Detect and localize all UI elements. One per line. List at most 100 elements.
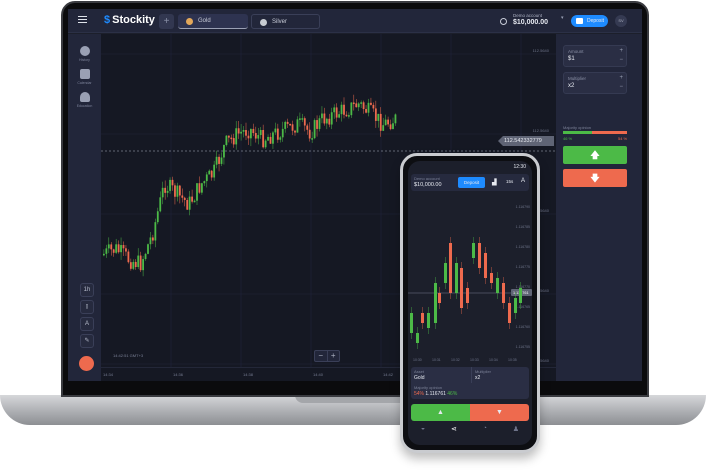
candle: [333, 107, 336, 113]
deposit-button[interactable]: Deposit: [571, 15, 608, 27]
add-tab-button[interactable]: +: [159, 14, 174, 29]
chart-clock: 14:42:51 GMT+3: [113, 353, 144, 358]
share-icon[interactable]: ⋖: [451, 426, 457, 433]
candle: [276, 128, 279, 140]
indicators-button[interactable]: A: [80, 317, 94, 331]
candle: [303, 118, 306, 126]
candle: [338, 114, 340, 118]
candle: [110, 244, 113, 250]
candle: [178, 185, 181, 196]
drawing-button[interactable]: ✎: [80, 334, 94, 348]
time-tick-label: 14:36: [173, 372, 184, 377]
candle: [156, 211, 159, 223]
zoom-controls: − +: [314, 350, 340, 362]
plus-icon[interactable]: +: [619, 48, 623, 54]
candle: [377, 113, 380, 121]
candle: [352, 102, 355, 105]
phone-down-pct: 54%: [414, 391, 425, 397]
top-bar: $ Stockity + Gold Silver Demo account $10…: [68, 9, 642, 33]
timeframe-button[interactable]: 1h: [80, 283, 94, 297]
phone-price: 1.116761: [425, 391, 446, 397]
sidebar-item-education[interactable]: Education: [72, 92, 97, 108]
candle: [137, 255, 140, 268]
time-tick-label: 14:34: [103, 372, 114, 377]
candle: [345, 114, 348, 117]
candle: [340, 104, 343, 115]
indicators-icon[interactable]: A: [521, 178, 526, 184]
phone-time-tick: 10:31: [432, 358, 441, 362]
profile-icon[interactable]: ♟: [512, 426, 520, 433]
plus-icon[interactable]: +: [619, 75, 623, 81]
candle: [279, 137, 282, 140]
avatar[interactable]: SV: [615, 15, 627, 27]
phone-balance[interactable]: $10,000.00: [414, 182, 442, 188]
candle: [181, 195, 184, 198]
phone-multiplier-value[interactable]: x2: [475, 375, 481, 381]
price-tick-label: 112.5640: [533, 48, 550, 53]
graduation-cap-icon: [79, 92, 90, 102]
phone-candle: [502, 283, 505, 303]
candle: [147, 244, 149, 254]
candle: [254, 133, 257, 139]
refresh-icon[interactable]: [500, 18, 507, 25]
phone-up-button[interactable]: ▲: [411, 404, 470, 421]
phone-up-pct: 46%: [447, 391, 458, 397]
current-price-label: 112.542332779: [498, 136, 554, 146]
tab-gold[interactable]: Gold: [178, 14, 248, 29]
candle: [132, 261, 135, 269]
phone-deposit-button[interactable]: Deposit: [458, 177, 485, 188]
menu-icon[interactable]: [78, 16, 87, 23]
minus-icon[interactable]: −: [619, 57, 623, 63]
time-tick-label: 14:42: [383, 372, 394, 377]
candle: [144, 253, 147, 260]
divider: [471, 367, 472, 383]
multiplier-field[interactable]: Multiplier x2 + −: [563, 72, 627, 94]
candle: [171, 179, 174, 186]
candle: [103, 253, 105, 256]
zoom-out-button[interactable]: −: [315, 351, 328, 361]
candle: [161, 187, 164, 198]
history-icon[interactable]: ◔: [482, 425, 487, 432]
phone-candle: [427, 313, 430, 328]
sidebar-item-calendar[interactable]: Calendar: [72, 69, 97, 85]
amount-field[interactable]: Amount $1 + −: [563, 45, 627, 67]
phone-candle: [449, 243, 452, 293]
tab-silver[interactable]: Silver: [251, 14, 320, 29]
candle: [203, 181, 206, 184]
phone-chart[interactable]: 1.116790 1.116785 1.116780 1.116775 1.116770…: [408, 193, 532, 365]
phone-account-type[interactable]: Demo account: [414, 176, 440, 181]
phone-screen: 12:30 Demo account $10,000.00 Deposit ▟ …: [408, 161, 532, 445]
zoom-in-button[interactable]: +: [330, 351, 336, 360]
asset-value[interactable]: Gold: [414, 375, 425, 381]
amount-label: Amount: [568, 49, 584, 54]
candle: [154, 222, 157, 241]
logo[interactable]: $ Stockity: [104, 14, 155, 26]
account-type[interactable]: Demo account: [513, 13, 543, 18]
candle: [355, 103, 358, 108]
timeframe-button[interactable]: 15s: [506, 179, 514, 184]
put-down-button[interactable]: 🡇: [563, 169, 627, 187]
candle: [286, 121, 289, 124]
candle: [291, 124, 294, 131]
candle: [242, 130, 245, 132]
candle: [201, 183, 203, 193]
chart-type-icon[interactable]: ▟: [492, 180, 497, 186]
candle: [196, 183, 198, 201]
candle: [308, 129, 311, 139]
call-up-button[interactable]: 🡅: [563, 146, 627, 164]
chevron-down-icon[interactable]: ▾: [561, 15, 564, 21]
candle: [370, 102, 372, 105]
candle: [245, 130, 247, 136]
phone-price-tick: 1.116775: [516, 265, 530, 269]
education-icon[interactable]: ◒: [420, 425, 426, 432]
candle: [284, 121, 287, 129]
sidebar-item-history[interactable]: History: [72, 46, 97, 62]
candle: [289, 123, 291, 126]
account-balance[interactable]: $10,000.00: [513, 19, 549, 26]
support-chat-icon[interactable]: [79, 356, 94, 371]
phone-down-button[interactable]: ▼: [470, 404, 529, 421]
candle: [235, 128, 238, 145]
minus-icon[interactable]: −: [619, 84, 623, 90]
chart-type-button[interactable]: ⫾: [80, 300, 94, 314]
candle: [360, 102, 363, 104]
